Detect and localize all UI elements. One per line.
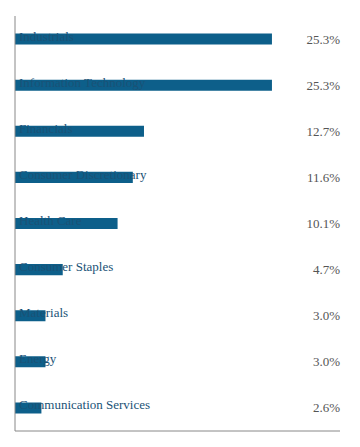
svg-text:Consumer Discretionary: Consumer Discretionary xyxy=(19,167,147,182)
svg-text:Industrials: Industrials xyxy=(19,29,74,44)
svg-text:Materials: Materials xyxy=(19,305,68,320)
svg-text:Communication Services: Communication Services xyxy=(19,397,150,412)
svg-text:25.3%: 25.3% xyxy=(306,32,340,47)
svg-text:3.0%: 3.0% xyxy=(313,354,340,369)
svg-text:Health Care: Health Care xyxy=(19,213,82,228)
svg-text:Consumer Staples: Consumer Staples xyxy=(19,259,113,274)
svg-text:12.7%: 12.7% xyxy=(306,124,340,139)
svg-text:3.0%: 3.0% xyxy=(313,308,340,323)
svg-text:10.1%: 10.1% xyxy=(306,216,340,231)
svg-text:4.7%: 4.7% xyxy=(313,262,340,277)
svg-text:25.3%: 25.3% xyxy=(306,78,340,93)
svg-text:Financials: Financials xyxy=(19,121,72,136)
svg-text:11.6%: 11.6% xyxy=(307,170,340,185)
svg-text:Energy: Energy xyxy=(19,351,57,366)
svg-text:Information Technology: Information Technology xyxy=(19,75,146,90)
svg-text:2.6%: 2.6% xyxy=(313,400,340,415)
